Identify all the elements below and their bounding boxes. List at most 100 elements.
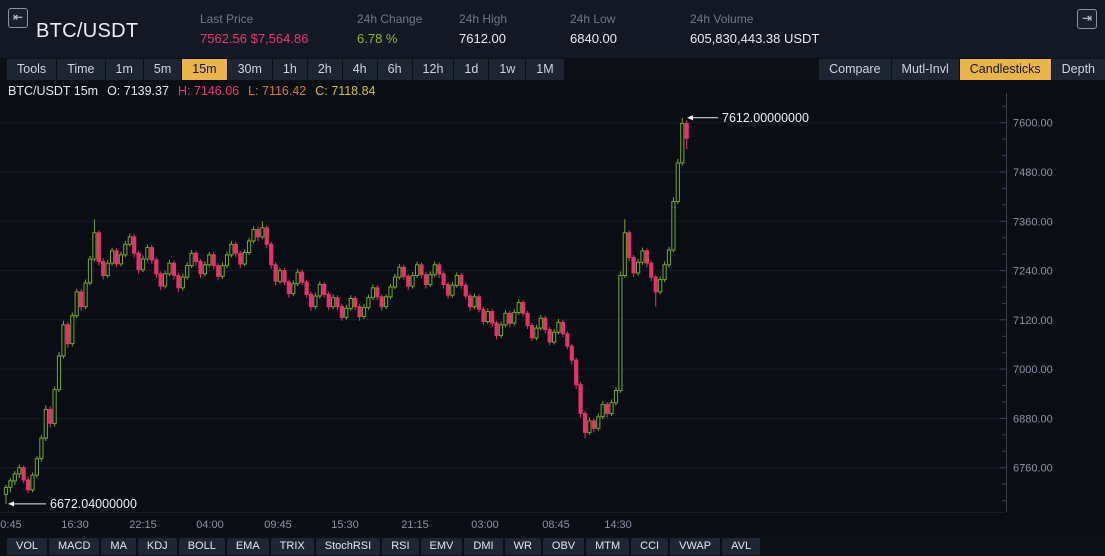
candle-body xyxy=(264,227,269,245)
candle-body xyxy=(507,312,512,324)
candle-body xyxy=(269,243,274,266)
mode-mutl-invl[interactable]: Mutl-Invl xyxy=(891,59,959,80)
indicator-kdj[interactable]: KDJ xyxy=(137,538,177,555)
indicator-vol[interactable]: VOL xyxy=(7,538,48,555)
indicator-ma[interactable]: MA xyxy=(101,538,136,555)
indicator-boll[interactable]: BOLL xyxy=(178,538,225,555)
candle-body xyxy=(476,296,481,310)
tf-1w[interactable]: 1w xyxy=(489,59,526,80)
candle-body xyxy=(525,312,530,327)
collapse-right-icon[interactable]: ⇥ xyxy=(1077,9,1097,29)
candle-body xyxy=(622,232,627,277)
candle-body xyxy=(437,264,442,275)
candle-body xyxy=(167,262,172,275)
candle-body xyxy=(644,250,649,264)
x-axis-label: 15:30 xyxy=(331,519,359,531)
candle-body xyxy=(494,322,499,336)
candle-body xyxy=(92,232,97,260)
candle-body xyxy=(397,266,402,278)
indicator-stochrsi[interactable]: StochRSI xyxy=(315,538,381,555)
indicator-macd[interactable]: MACD xyxy=(49,538,100,555)
tf-1h[interactable]: 1h xyxy=(272,59,307,80)
tf-5m[interactable]: 5m xyxy=(143,59,182,80)
tf-1m[interactable]: 1M xyxy=(526,59,564,80)
stat-label: 24h Volume xyxy=(690,12,754,26)
stat-value: 605,830,443.38 USDT xyxy=(690,31,820,46)
candle-body xyxy=(43,408,48,439)
candle-body xyxy=(569,345,574,361)
tf-30m[interactable]: 30m xyxy=(227,59,272,80)
candle-body xyxy=(207,254,212,266)
candle-body xyxy=(154,259,159,275)
candle-body xyxy=(534,327,539,339)
candle-body xyxy=(441,273,446,286)
candle-body xyxy=(587,420,592,433)
candle-body xyxy=(503,312,508,326)
indicator-avl[interactable]: AVL xyxy=(722,538,761,555)
candle-body xyxy=(463,284,468,297)
indicator-cci[interactable]: CCI xyxy=(631,538,669,555)
candle-body xyxy=(591,420,596,429)
candle-body xyxy=(609,402,614,414)
candle-body xyxy=(238,252,243,265)
mode-compare[interactable]: Compare xyxy=(819,59,891,80)
candle-body xyxy=(291,283,296,295)
mode-depth[interactable]: Depth xyxy=(1051,59,1105,80)
candle-body xyxy=(65,324,71,345)
candle-body xyxy=(198,261,203,275)
candle-body xyxy=(618,275,623,391)
candle-body xyxy=(406,275,411,287)
candle-body xyxy=(428,274,433,286)
candle-body xyxy=(454,275,459,286)
tf-6h[interactable]: 6h xyxy=(377,59,412,80)
indicator-trix[interactable]: TRIX xyxy=(270,538,314,555)
indicator-mtm[interactable]: MTM xyxy=(586,538,630,555)
candle-body xyxy=(335,297,340,308)
candle-body xyxy=(282,270,287,283)
x-axis-label: 09:45 xyxy=(264,519,292,531)
indicator-vwap[interactable]: VWAP xyxy=(670,538,721,555)
tf-12h[interactable]: 12h xyxy=(412,59,454,80)
candle-body xyxy=(300,271,305,283)
price-marker-arrow-icon xyxy=(687,115,693,121)
candle-body xyxy=(578,384,583,414)
indicator-ema[interactable]: EMA xyxy=(226,538,269,555)
collapse-left-icon[interactable]: ⇤ xyxy=(8,8,28,28)
candle-body xyxy=(419,264,424,276)
candle-body xyxy=(658,279,663,293)
candle-body xyxy=(48,408,53,424)
candle-body xyxy=(273,264,278,282)
stat-label: Last Price xyxy=(200,12,254,26)
candle-body xyxy=(96,232,101,263)
price-marker-label: 7612.00000000 xyxy=(722,111,809,125)
tf-tools[interactable]: Tools xyxy=(7,59,57,80)
candle-body xyxy=(684,123,689,139)
y-axis-label: 7000.00 xyxy=(1013,364,1053,376)
indicator-dmi[interactable]: DMI xyxy=(464,538,503,555)
tf-15m[interactable]: 15m xyxy=(182,59,227,80)
candle-body xyxy=(74,291,79,317)
candle-body xyxy=(229,243,234,256)
indicator-emv[interactable]: EMV xyxy=(420,538,463,555)
ohlc-part: C: 7118.84 xyxy=(315,84,376,98)
tf-2h[interactable]: 2h xyxy=(307,59,342,80)
candle-body xyxy=(653,276,658,293)
indicator-obv[interactable]: OBV xyxy=(542,538,585,555)
candle-body xyxy=(317,284,322,297)
candlestick-chart[interactable]: 7600.00 7480.00 7360.00 7240.00 7120.00 7000.… xyxy=(0,81,1105,536)
candle-body xyxy=(202,264,208,275)
indicator-wr[interactable]: WR xyxy=(504,538,541,555)
tf-1m[interactable]: 1m xyxy=(105,59,143,80)
tf-4h[interactable]: 4h xyxy=(342,59,377,80)
tf-time[interactable]: Time xyxy=(57,59,105,80)
mode-candlesticks[interactable]: Candlesticks xyxy=(959,59,1051,80)
indicator-rsi[interactable]: RSI xyxy=(382,538,419,555)
chart-area[interactable]: BTC/USDT 15m O: 7139.37 H: 7146.06 L: 7116.… xyxy=(0,81,1105,536)
header: ⇤ BTC/USDT Last Price 7562.56 $7,564.86 24… xyxy=(0,0,1105,58)
candle-body xyxy=(432,264,437,276)
candle-body xyxy=(34,458,39,476)
tf-1d[interactable]: 1d xyxy=(454,59,489,80)
candle-body xyxy=(445,284,451,296)
candle-body xyxy=(224,254,230,267)
candle-body xyxy=(242,252,247,265)
